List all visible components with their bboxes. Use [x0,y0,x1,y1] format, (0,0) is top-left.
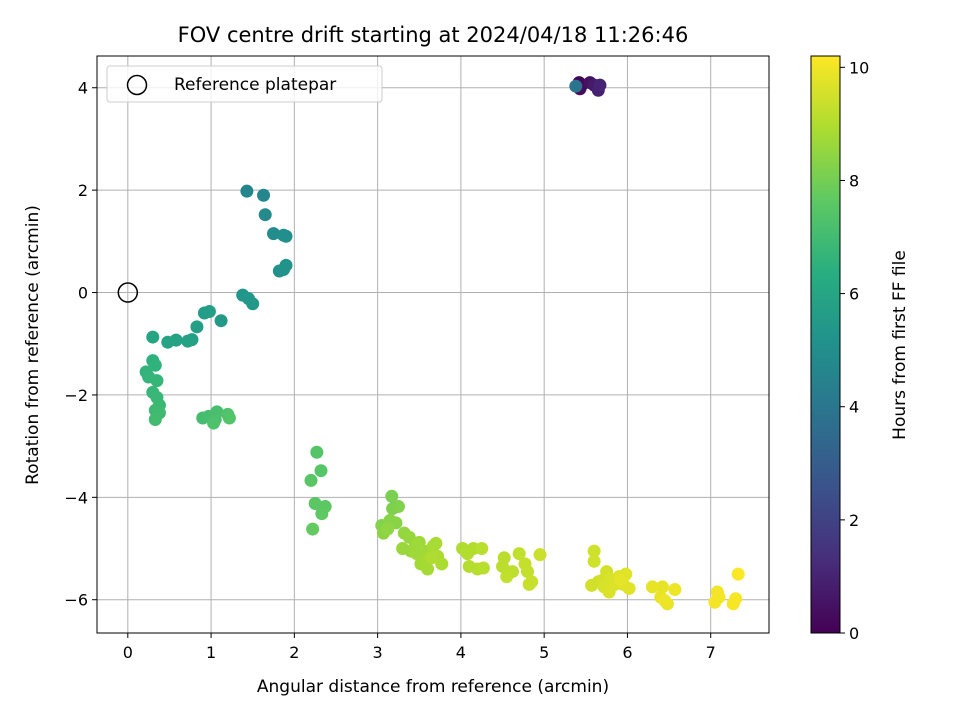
data-point [306,522,320,536]
data-point [429,536,443,550]
data-point [308,496,322,510]
data-point [587,554,601,568]
data-point [412,535,426,549]
data-points [139,76,745,611]
data-point [267,227,281,241]
data-point [148,413,162,427]
colorbar-label: Hours from first FF file [890,250,910,440]
x-tick-label: 4 [456,643,466,662]
legend-entry-reference: Reference platepar [174,75,336,95]
colorbar-tick-label: 6 [849,285,859,304]
colorbar-tick-label: 8 [849,171,859,190]
legend: Reference platepar [106,65,383,103]
y-axis-label: Rotation from reference (arcmin) [23,205,43,485]
x-tick-label: 0 [123,643,133,662]
data-point [150,374,164,388]
chart-title: FOV centre drift starting at 2024/04/18 … [178,23,689,47]
data-point [645,580,659,594]
data-point [569,79,583,93]
x-tick-label: 6 [622,643,632,662]
data-point [181,334,195,348]
data-point [475,542,489,556]
colorbar-ticks: 0 2 4 6 8 10 [840,58,869,643]
legend-reference-marker [126,74,148,96]
data-point [279,258,293,272]
data-point [240,184,254,198]
y-tick-label: 2 [78,181,88,200]
data-point [425,551,439,565]
data-point [587,544,601,558]
x-axis-ticks: 0 1 2 3 4 5 6 7 [123,633,716,662]
y-tick-label: −4 [64,488,88,507]
data-point [731,567,745,581]
data-point [421,562,435,576]
data-point [476,561,490,575]
reference-marker [117,282,139,303]
data-point [668,582,682,596]
grid-lines [97,56,769,633]
data-point [593,78,607,92]
legend-box [106,65,383,103]
data-point [207,416,221,430]
data-point [385,489,399,503]
data-point [246,297,260,311]
y-tick-label: −6 [64,591,88,610]
data-point [190,320,204,334]
data-point [521,565,535,579]
x-tick-label: 3 [373,643,383,662]
y-tick-label: 4 [78,79,88,98]
data-point [500,570,514,584]
plot-frame [96,55,770,634]
y-tick-label: −2 [64,386,88,405]
data-point [257,188,271,202]
y-axis-ticks: −6 −4 −2 0 2 4 [64,79,97,610]
data-point [726,597,740,611]
data-point [512,547,526,561]
data-point [381,522,395,536]
colorbar-tick-label: 0 [849,624,859,643]
x-tick-label: 5 [539,643,549,662]
y-tick-label: 0 [78,284,88,303]
colorbar-gradient [810,55,841,634]
data-point [214,314,228,328]
data-point [525,575,539,589]
data-point [655,580,669,594]
data-point [622,581,636,595]
x-tick-label: 7 [706,643,716,662]
data-point [258,208,272,222]
colorbar: 0 2 4 6 8 10 Hours from first FF file [810,55,910,643]
data-point [614,573,628,587]
data-point [391,500,405,514]
data-point [708,595,722,609]
colorbar-tick-label: 10 [849,58,869,77]
reference-platepar-marker [117,282,139,303]
data-point [146,330,160,344]
colorbar-tick-label: 2 [849,511,859,530]
data-point [279,229,293,243]
x-tick-label: 2 [289,643,299,662]
data-point [435,557,449,571]
data-point [222,411,236,425]
data-point [533,548,547,562]
data-point [310,445,324,459]
x-axis-label: Angular distance from reference (arcmin) [257,677,609,697]
data-point [148,358,162,372]
data-point [315,507,329,521]
data-point [202,304,216,318]
data-point [658,594,672,608]
colorbar-tick-label: 4 [849,398,859,417]
data-point [304,473,318,487]
data-point [314,464,328,478]
data-point [161,335,175,349]
x-tick-label: 1 [206,643,216,662]
data-point [497,551,511,565]
